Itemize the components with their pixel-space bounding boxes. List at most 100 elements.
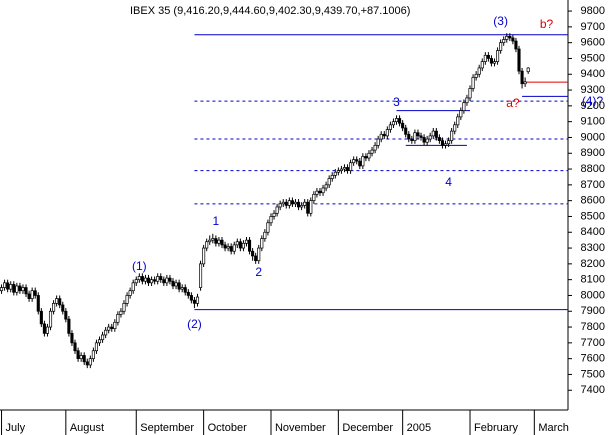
candle-body <box>398 118 402 124</box>
candle-body <box>241 242 245 249</box>
candle-body <box>125 295 129 304</box>
candle-body <box>107 326 111 331</box>
wave-label: a? <box>506 96 520 110</box>
candle-body <box>15 285 19 293</box>
candle-body <box>42 323 46 334</box>
candle-body <box>30 290 34 299</box>
candle-body <box>306 201 310 214</box>
candle-body <box>483 54 487 62</box>
y-tick-label: 8100 <box>581 274 605 286</box>
candle-body <box>514 40 518 50</box>
candle-body <box>189 295 193 301</box>
candle-body <box>104 329 108 336</box>
candle-body <box>327 178 331 186</box>
candle-body <box>284 201 288 206</box>
y-tick-label: 9700 <box>581 21 605 33</box>
candle-body <box>94 342 99 352</box>
candle-body <box>266 222 270 233</box>
candle-body <box>434 130 438 138</box>
candle-body <box>229 246 233 252</box>
candle-body <box>293 201 298 205</box>
candle-body <box>232 244 236 252</box>
candle-body <box>300 205 304 208</box>
candle-body <box>526 67 530 73</box>
candle-body <box>394 118 399 123</box>
candle-body <box>180 287 184 290</box>
candle-body <box>287 200 291 206</box>
candle-body <box>36 295 40 312</box>
candle-body <box>315 190 319 195</box>
candle-body <box>471 77 475 89</box>
candle-body <box>21 287 25 292</box>
candle-body <box>137 276 141 281</box>
candle-body <box>211 238 215 241</box>
candle-body <box>263 231 267 239</box>
candle-body <box>58 298 62 306</box>
candle-body <box>312 193 316 202</box>
candle-body <box>355 159 359 162</box>
candle-body <box>309 200 313 214</box>
wave-label: b? <box>540 17 554 31</box>
candle-body <box>85 361 89 366</box>
candle-body <box>73 342 77 352</box>
candle-body <box>248 239 252 252</box>
candle-body <box>244 239 249 244</box>
y-tick-label: 9600 <box>581 37 605 49</box>
candle-body <box>192 299 196 304</box>
x-tick-label: December <box>342 422 393 434</box>
candle-body <box>281 201 285 205</box>
y-tick-label: 7800 <box>581 321 605 333</box>
candle-body <box>468 88 472 99</box>
candle-body <box>376 138 380 146</box>
candle-body <box>208 239 212 243</box>
x-tick-label: 2005 <box>407 422 431 434</box>
candle-body <box>217 239 221 244</box>
x-tick-label: March <box>538 422 569 434</box>
candle-body <box>517 48 521 72</box>
x-tick-label: February <box>474 422 519 434</box>
candle-body <box>122 303 126 312</box>
candle-body <box>477 67 481 75</box>
candle-body <box>364 156 368 159</box>
candle-body <box>12 284 16 293</box>
candle-body <box>226 246 230 249</box>
candle-body <box>492 61 497 64</box>
candle-body <box>443 143 448 146</box>
candle-body <box>388 124 392 130</box>
candle-body <box>382 133 386 137</box>
candle-body <box>385 129 389 137</box>
candle-body <box>110 326 114 329</box>
candle-body <box>410 138 414 141</box>
x-tick-label: August <box>70 422 104 434</box>
candle-body <box>171 280 175 287</box>
y-tick-label: 9400 <box>581 68 605 80</box>
candle-body <box>165 277 169 284</box>
candle-body <box>324 184 328 189</box>
candle-body <box>453 124 457 132</box>
candle-body <box>437 137 441 141</box>
y-tick-label: 7400 <box>581 384 605 396</box>
candle-body <box>367 152 371 159</box>
wave-label: 3 <box>393 95 400 109</box>
candle-body <box>150 279 154 284</box>
y-tick-label: 7900 <box>581 305 605 317</box>
candle-body <box>336 170 340 173</box>
candle-body <box>70 333 74 344</box>
candle-body <box>465 97 469 104</box>
y-tick-label: 7700 <box>581 337 605 349</box>
candle-body <box>413 132 417 141</box>
candle-body <box>342 167 347 170</box>
candle-body <box>45 326 50 334</box>
wave-label: (1) <box>132 259 147 273</box>
candle-body <box>508 35 512 39</box>
candle-body <box>440 140 445 146</box>
candle-body <box>223 244 227 249</box>
candle-body <box>422 137 426 143</box>
candle-body <box>76 350 80 360</box>
candle-body <box>91 350 95 360</box>
candle-body <box>373 145 377 151</box>
candle-body <box>177 282 181 290</box>
candle-body <box>462 102 466 111</box>
candle-body <box>428 135 432 140</box>
wave-label: (4)? <box>582 94 604 108</box>
